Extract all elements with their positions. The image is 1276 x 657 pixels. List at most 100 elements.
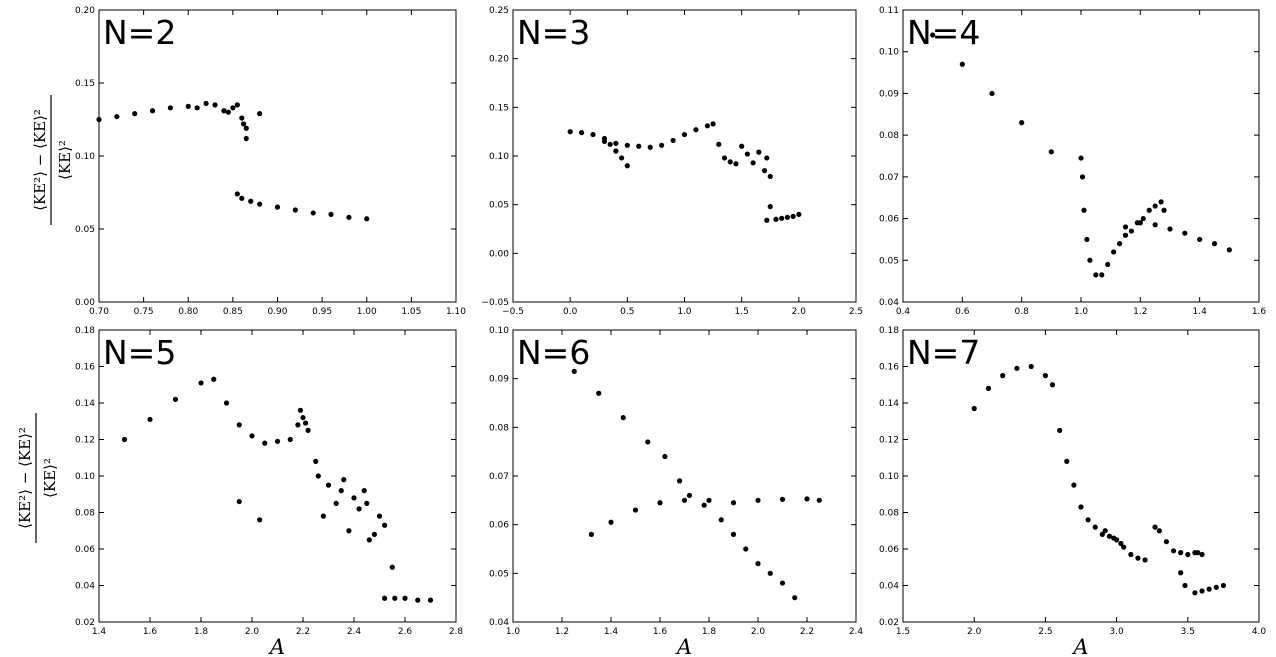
data-point [1122, 232, 1129, 238]
data-point [149, 108, 156, 114]
data-point [230, 105, 236, 111]
x-tick-label: 1.6 [653, 627, 668, 637]
data-point [636, 143, 642, 149]
x-axis-label: A [675, 635, 692, 657]
data-point [767, 173, 773, 180]
data-point [223, 400, 230, 406]
data-point [657, 500, 663, 506]
data-point [1084, 236, 1090, 243]
x-tick-label: 2.2 [296, 627, 310, 637]
x-tick-label: 1.5 [896, 627, 910, 637]
y-tick-label: 0.20 [489, 55, 509, 65]
data-point [389, 564, 395, 570]
data-point [121, 436, 128, 443]
data-point [415, 597, 421, 603]
data-point [257, 517, 263, 523]
data-point [1178, 570, 1184, 576]
x-tick-label: 0.85 [223, 307, 243, 317]
data-point [677, 478, 683, 484]
plot-frame [902, 329, 1260, 623]
data-point [613, 140, 619, 146]
x-tick-label: 3.0 [1109, 627, 1124, 637]
data-point [1019, 120, 1025, 126]
data-point [601, 138, 608, 144]
y-tick-label: 0.02 [75, 618, 95, 628]
x-tick-label: 0.70 [89, 307, 109, 317]
y-tick-label: 0.25 [489, 6, 509, 16]
panel-label: N=4 [907, 13, 980, 52]
data-point [274, 204, 281, 210]
y-tick-label: 0.06 [879, 545, 899, 555]
y-tick-label: 0.08 [489, 423, 509, 433]
data-point [356, 506, 362, 512]
y-tick-label: 0.10 [75, 472, 95, 482]
y-tick-label: 0.20 [75, 6, 95, 16]
data-point [333, 500, 339, 506]
data-point [716, 141, 722, 147]
y-tick-label: −0.05 [481, 298, 509, 308]
y-tick-label: 0.10 [489, 326, 509, 336]
x-tick-label: −0.5 [502, 307, 524, 317]
data-point [194, 105, 200, 111]
data-point [1213, 584, 1219, 590]
x-tick-label: 1.6 [143, 627, 158, 637]
data-point [236, 498, 242, 505]
y-tick-label: 0.07 [879, 173, 899, 183]
x-tick-label: 1.4 [92, 627, 107, 637]
data-point [1163, 539, 1170, 545]
y-tick-label: 0.09 [879, 89, 899, 99]
data-point [718, 517, 724, 523]
ylabel-top-numerator: ⟨KE²⟩ − ⟨KE⟩² [31, 109, 49, 211]
y-tick-label: 0.10 [879, 48, 899, 58]
data-point [1087, 257, 1093, 263]
x-tick-label: 0.80 [178, 307, 198, 317]
x-tick-label: 0.5 [620, 307, 634, 317]
data-point [1028, 363, 1034, 370]
data-point [704, 123, 710, 129]
data-point [211, 376, 217, 382]
data-point [1111, 535, 1117, 541]
data-point [1206, 586, 1212, 592]
data-point [243, 135, 249, 142]
x-tick-label: 2.2 [800, 627, 814, 637]
data-point [743, 546, 749, 552]
x-tick-label: 1.05 [401, 307, 421, 317]
x-tick-label: 0.0 [563, 307, 578, 317]
ylabel-bottom: ⟨KE²⟩ − ⟨KE⟩² ⟨KE⟩² [16, 413, 59, 543]
data-point [297, 407, 304, 413]
data-point [670, 137, 676, 144]
scatter-series [567, 121, 802, 223]
y-tick-label: 0.15 [75, 79, 95, 89]
data-point [96, 116, 102, 123]
data-point [1121, 544, 1127, 550]
x-tick-label: 0.4 [896, 307, 911, 317]
data-point [248, 198, 254, 204]
data-point [632, 507, 639, 513]
data-point [693, 127, 699, 133]
data-point [607, 141, 613, 147]
data-point [739, 143, 745, 149]
data-point [274, 438, 281, 444]
data-point [234, 191, 240, 197]
data-point [989, 90, 995, 97]
data-point [1093, 272, 1099, 278]
data-point [1118, 540, 1124, 547]
data-point [755, 497, 761, 503]
x-tick-label: 2.4 [347, 627, 362, 637]
data-point [239, 195, 245, 201]
data-point [376, 513, 383, 519]
x-tick-label: 1.8 [194, 627, 209, 637]
data-point [364, 500, 370, 506]
data-point [620, 415, 626, 421]
y-tick-label: 0.04 [879, 298, 899, 308]
data-point [147, 416, 153, 423]
data-point [784, 214, 791, 220]
data-point [221, 108, 227, 114]
data-point [1071, 482, 1077, 488]
data-point [1167, 226, 1173, 232]
data-point [392, 595, 398, 601]
data-point [710, 121, 716, 127]
data-point [1099, 272, 1105, 278]
x-tick-label: 1.5 [735, 307, 749, 317]
data-point [132, 111, 138, 117]
